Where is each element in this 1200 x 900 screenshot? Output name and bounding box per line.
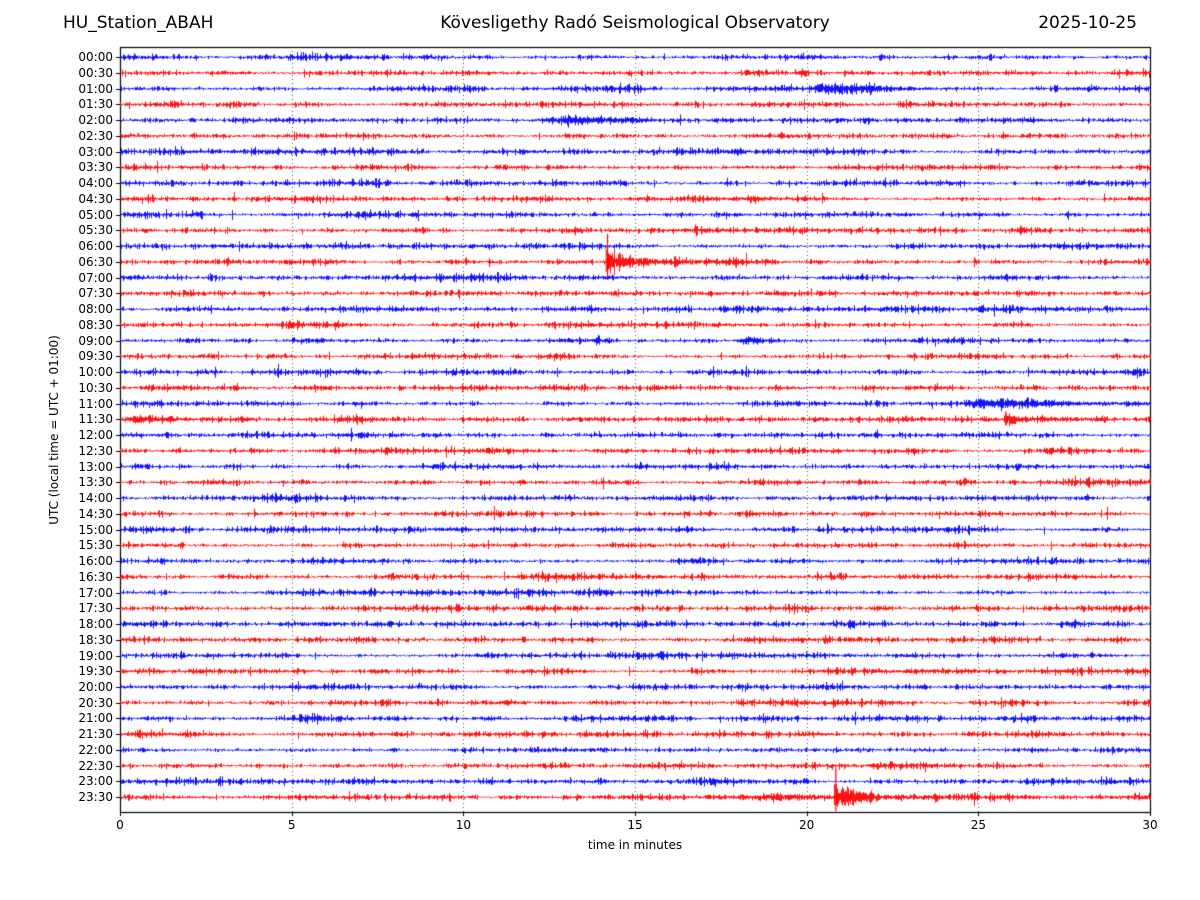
x-tick-label: 0: [116, 818, 124, 832]
row-label: 17:30: [78, 601, 113, 616]
row-label: 09:00: [78, 333, 113, 348]
row-label: 08:30: [78, 317, 113, 332]
row-label: 16:30: [78, 569, 113, 584]
row-label: 07:30: [78, 286, 113, 301]
x-tick-label: 25: [970, 818, 986, 832]
row-label: 10:00: [78, 365, 113, 380]
row-label: 15:00: [78, 522, 113, 537]
row-label: 23:00: [78, 774, 113, 789]
x-tick-label: 5: [287, 818, 296, 832]
row-label: 04:00: [78, 176, 113, 191]
row-label: 10:30: [78, 380, 113, 395]
row-label: 06:30: [78, 254, 113, 269]
x-tick-label: 30: [1142, 818, 1158, 832]
row-label: 14:30: [78, 506, 113, 521]
row-label: 12:00: [78, 428, 113, 443]
row-label: 21:30: [78, 727, 113, 742]
row-label: 15:30: [78, 538, 113, 553]
row-label: 22:30: [78, 758, 113, 773]
row-label: 04:30: [78, 191, 113, 206]
row-label: 03:00: [78, 144, 113, 159]
row-label: 22:00: [78, 742, 113, 757]
row-label: 11:30: [78, 412, 113, 427]
row-label: 13:30: [78, 475, 113, 490]
row-label: 17:00: [78, 585, 113, 600]
x-tick-label: 15: [627, 818, 643, 832]
row-label: 01:30: [78, 97, 113, 112]
page-title: Kövesligethy Radó Seismological Observat…: [440, 13, 830, 33]
row-label: 02:00: [78, 113, 113, 128]
x-tick-label: 20: [799, 818, 815, 832]
row-label: 06:00: [78, 239, 113, 254]
row-label: 14:00: [78, 491, 113, 506]
row-label: 02:30: [78, 128, 113, 143]
row-label: 16:00: [78, 554, 113, 569]
row-label: 20:00: [78, 680, 113, 694]
row-label: 07:00: [78, 270, 113, 285]
row-label: 05:30: [78, 223, 113, 238]
row-label: 18:00: [78, 617, 113, 632]
station-name: HU_Station_ABAH: [63, 13, 214, 33]
row-label: 05:00: [78, 207, 113, 222]
row-label: 23:30: [78, 790, 113, 805]
row-label: 20:30: [78, 695, 113, 710]
row-label: 12:30: [78, 443, 113, 458]
x-axis-label: time in minutes: [587, 838, 683, 852]
row-label: 09:30: [78, 349, 113, 364]
plot-date: 2025-10-25: [1038, 13, 1137, 33]
row-label: 11:00: [78, 396, 113, 411]
row-label: 18:30: [78, 632, 113, 647]
row-label: 00:00: [78, 50, 113, 65]
row-label: 21:00: [78, 711, 113, 726]
row-label: 19:30: [78, 664, 113, 679]
row-label: 08:00: [78, 302, 113, 317]
x-tick-label: 10: [455, 818, 471, 832]
row-label: 03:30: [78, 160, 113, 175]
row-label: 01:00: [78, 81, 113, 96]
row-label: 00:30: [78, 65, 113, 80]
row-label: 13:00: [78, 459, 113, 474]
row-label: 19:00: [78, 648, 113, 663]
